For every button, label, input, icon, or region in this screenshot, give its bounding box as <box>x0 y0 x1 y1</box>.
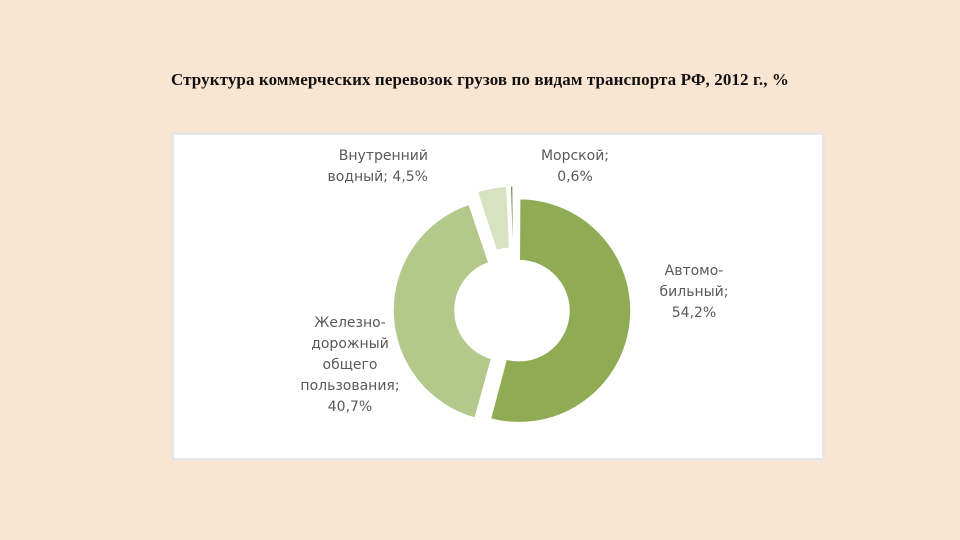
donut-slice <box>476 185 511 252</box>
donut-chart: Автомо-бильный; 54,2% Железно-дорожный обще… <box>300 148 728 424</box>
chart-labels: Автомо-бильный; 54,2% Железно-дорожный обще… <box>300 148 728 415</box>
slice-data-label: Железно-дорожный общего пользования; 40,7% <box>300 315 399 415</box>
chart-slices <box>392 185 632 424</box>
slide-title: Структура коммерческих перевозок грузов … <box>170 70 790 89</box>
slice-data-label: Морской; 0,6% <box>541 148 609 185</box>
chart-panel: Автомо-бильный; 54,2% Железно-дорожный обще… <box>171 132 825 461</box>
slice-data-label: Автомо-бильный; 54,2% <box>660 263 729 321</box>
donut-slice <box>489 197 632 424</box>
donut-slice <box>509 185 515 249</box>
slice-data-label: Внутренний водный; 4,5% <box>327 148 428 185</box>
donut-slice <box>392 203 493 420</box>
